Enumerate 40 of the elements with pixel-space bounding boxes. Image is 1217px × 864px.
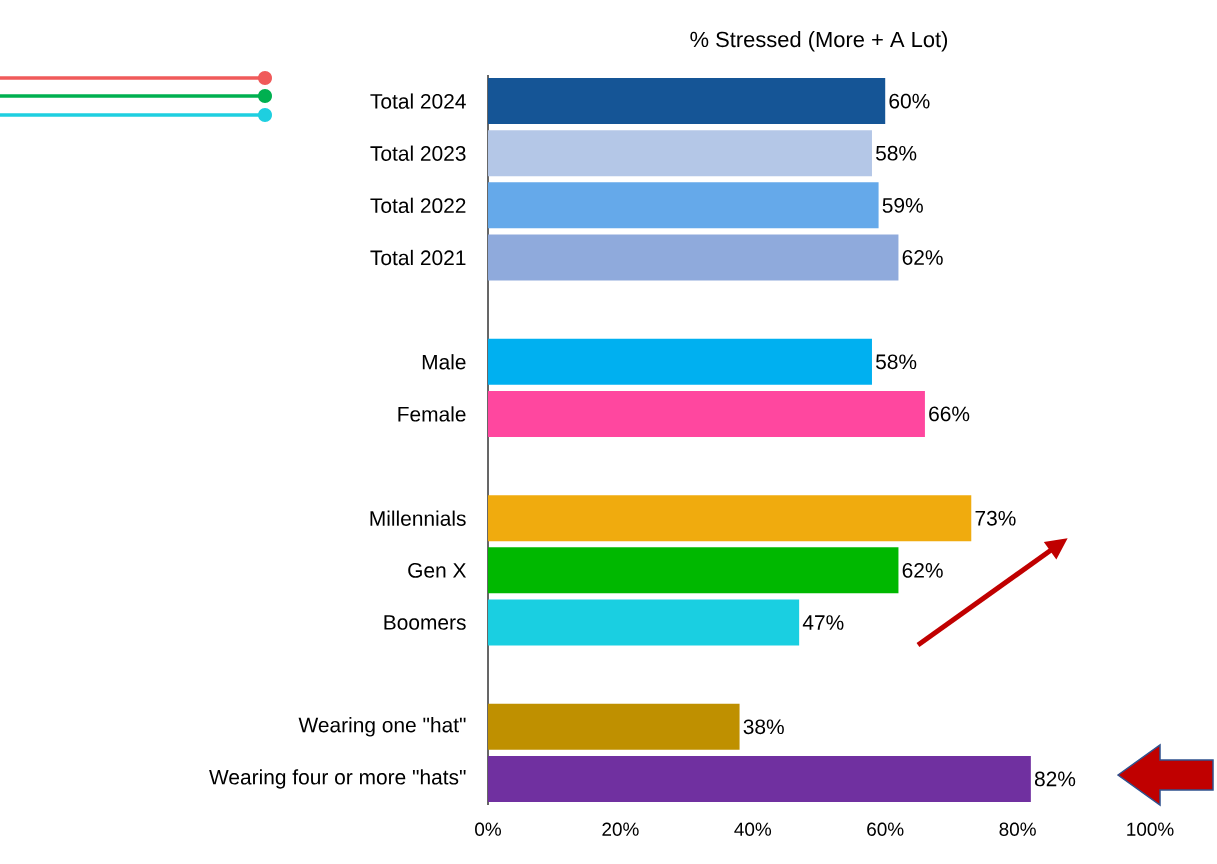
y-tick-label: Total 2022 xyxy=(370,197,466,214)
data-label: 82% xyxy=(1034,771,1076,787)
y-tick-label: Total 2024 xyxy=(370,93,466,109)
data-label: 62% xyxy=(902,250,943,265)
bar xyxy=(488,182,879,229)
data-label: 47% xyxy=(802,615,844,630)
data-label: 60% xyxy=(889,93,930,109)
chart-title: % Stressed (More + A Lot) xyxy=(690,31,948,52)
bar xyxy=(488,130,872,177)
x-tick-label: 40% xyxy=(734,822,772,836)
data-label: 66% xyxy=(929,406,970,422)
bar xyxy=(488,390,925,437)
data-label: 58% xyxy=(876,354,917,370)
bar xyxy=(488,495,972,542)
bar xyxy=(488,338,872,385)
bar xyxy=(488,78,886,125)
y-tick-label: Wearing one "hat" xyxy=(298,717,466,737)
y-tick-label: Wearing four or more "hats" xyxy=(209,769,466,789)
bar xyxy=(488,234,899,281)
data-label: 62% xyxy=(902,562,943,578)
data-label: 59% xyxy=(882,197,923,213)
data-label: 73% xyxy=(975,510,1016,526)
bar xyxy=(488,755,1031,802)
y-tick-label: Millennials xyxy=(370,510,466,526)
y-tick-label: Total 2023 xyxy=(370,145,466,161)
x-tick-label: 80% xyxy=(999,822,1036,836)
bar xyxy=(488,547,899,594)
bar xyxy=(488,703,740,750)
x-tick-label: 100% xyxy=(1127,822,1174,836)
y-tick-label: Boomers xyxy=(384,615,466,630)
x-tick-label: 20% xyxy=(602,822,639,836)
x-tick-label: 60% xyxy=(867,822,904,836)
y-tick-label: Male xyxy=(422,354,466,370)
y-tick-label: Female xyxy=(398,406,466,422)
x-tick-label: 0% xyxy=(475,822,501,836)
y-tick-label: Total 2021 xyxy=(370,249,466,266)
data-label: 38% xyxy=(743,719,784,735)
bar xyxy=(488,599,800,646)
y-tick-label: Gen X xyxy=(408,562,467,578)
data-label: 58% xyxy=(876,145,917,161)
